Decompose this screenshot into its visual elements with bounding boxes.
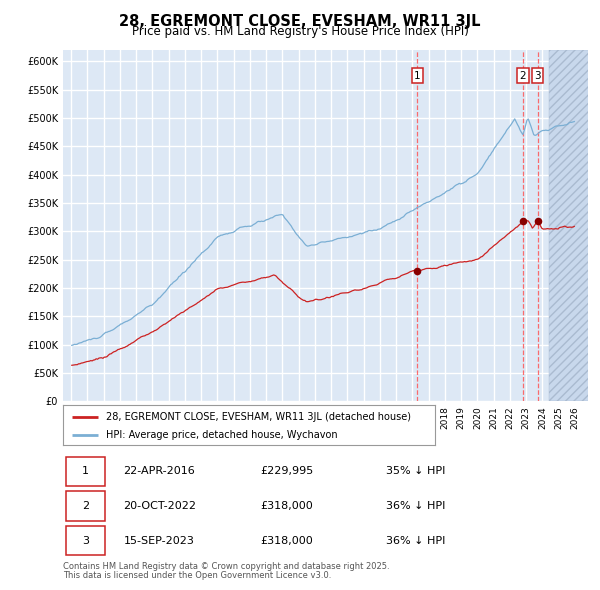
Text: £318,000: £318,000 xyxy=(260,501,313,511)
Text: 28, EGREMONT CLOSE, EVESHAM, WR11 3JL: 28, EGREMONT CLOSE, EVESHAM, WR11 3JL xyxy=(119,14,481,28)
Text: 3: 3 xyxy=(82,536,89,546)
Bar xyxy=(550,50,600,401)
Text: £318,000: £318,000 xyxy=(260,536,313,546)
Text: 36% ↓ HPI: 36% ↓ HPI xyxy=(386,536,445,546)
FancyBboxPatch shape xyxy=(65,526,105,555)
Text: 36% ↓ HPI: 36% ↓ HPI xyxy=(386,501,445,511)
Text: 28, EGREMONT CLOSE, EVESHAM, WR11 3JL (detached house): 28, EGREMONT CLOSE, EVESHAM, WR11 3JL (d… xyxy=(106,412,411,422)
Text: Price paid vs. HM Land Registry's House Price Index (HPI): Price paid vs. HM Land Registry's House … xyxy=(131,25,469,38)
FancyBboxPatch shape xyxy=(65,491,105,521)
Text: HPI: Average price, detached house, Wychavon: HPI: Average price, detached house, Wych… xyxy=(106,431,337,440)
Point xyxy=(518,217,528,226)
FancyBboxPatch shape xyxy=(65,457,105,486)
Text: This data is licensed under the Open Government Licence v3.0.: This data is licensed under the Open Gov… xyxy=(63,571,331,580)
Point xyxy=(413,266,422,276)
Text: £229,995: £229,995 xyxy=(260,467,313,477)
Text: 35% ↓ HPI: 35% ↓ HPI xyxy=(386,467,445,477)
Text: 20-OCT-2022: 20-OCT-2022 xyxy=(124,501,196,511)
Text: 22-APR-2016: 22-APR-2016 xyxy=(124,467,195,477)
Text: 1: 1 xyxy=(82,467,89,477)
Text: Contains HM Land Registry data © Crown copyright and database right 2025.: Contains HM Land Registry data © Crown c… xyxy=(63,562,389,571)
Text: 1: 1 xyxy=(414,71,421,81)
Point xyxy=(533,217,542,226)
Text: 3: 3 xyxy=(535,71,541,81)
Text: 2: 2 xyxy=(82,501,89,511)
Text: 2: 2 xyxy=(520,71,526,81)
Text: 15-SEP-2023: 15-SEP-2023 xyxy=(124,536,194,546)
